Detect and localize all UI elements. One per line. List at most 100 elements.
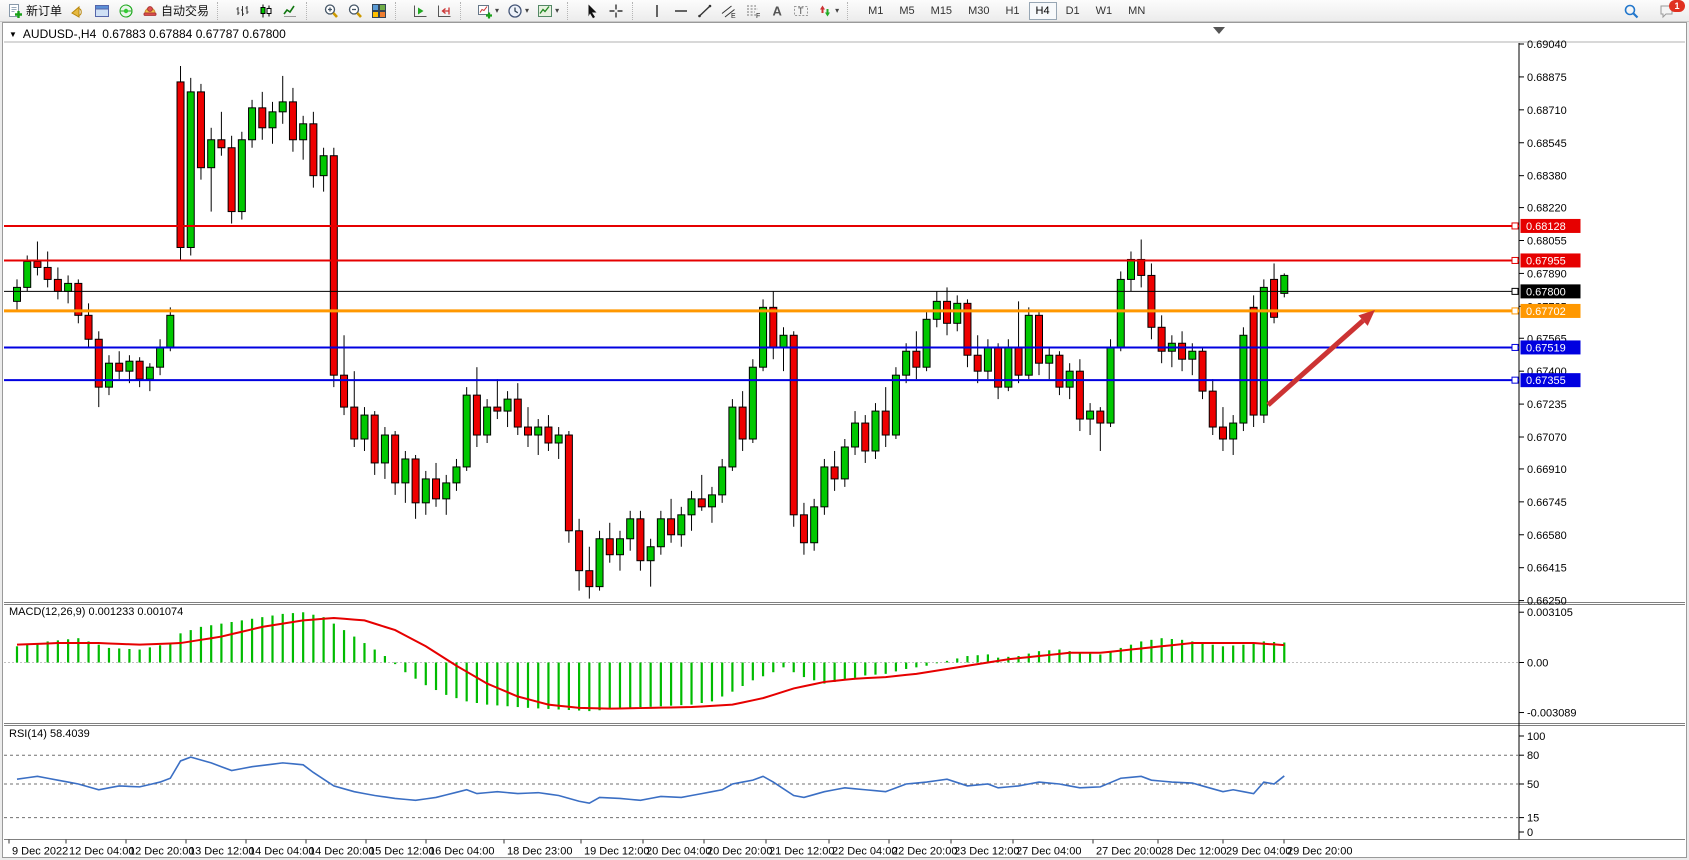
svg-text:0.67235: 0.67235 bbox=[1527, 399, 1567, 411]
periods-button[interactable]: ▾ bbox=[503, 0, 533, 22]
svg-text:0.68128: 0.68128 bbox=[1526, 221, 1566, 233]
timeframe-button-m5[interactable]: M5 bbox=[899, 4, 915, 17]
timeframe-button-h4[interactable]: H4 bbox=[1028, 1, 1057, 20]
toolbar-right: 1 bbox=[1619, 0, 1685, 22]
trendline-button[interactable] bbox=[693, 0, 717, 22]
svg-text:0.67355: 0.67355 bbox=[1526, 375, 1566, 387]
bear-candle bbox=[227, 147, 236, 213]
timeframe-button-m30[interactable]: M30 bbox=[968, 4, 990, 17]
bear-candle bbox=[1075, 370, 1084, 420]
bull-candle bbox=[1086, 410, 1095, 420]
vertical-line-button[interactable] bbox=[645, 0, 669, 22]
svg-text:29 Dec 04:00: 29 Dec 04:00 bbox=[1226, 846, 1291, 858]
svg-text:27 Dec 20:00: 27 Dec 20:00 bbox=[1096, 846, 1161, 858]
autotrading-button[interactable]: 自动交易 bbox=[138, 0, 213, 22]
channel-icon: E bbox=[721, 5, 736, 19]
bull-candle bbox=[1126, 258, 1135, 280]
svg-text:-0.003089: -0.003089 bbox=[1527, 708, 1577, 720]
bull-candle bbox=[462, 394, 471, 468]
terminal-button[interactable] bbox=[90, 0, 114, 22]
svg-text:0.003105: 0.003105 bbox=[1527, 607, 1573, 619]
bear-candle bbox=[585, 570, 594, 588]
bull-candle bbox=[646, 546, 655, 562]
equidistant-channel-button[interactable]: E bbox=[717, 0, 741, 22]
templates-button[interactable]: ▾ bbox=[533, 0, 563, 22]
zoom-out-button[interactable] bbox=[343, 0, 367, 22]
timeframe-button-d1[interactable]: D1 bbox=[1065, 4, 1080, 17]
bull-candle bbox=[104, 362, 113, 388]
svg-text:50: 50 bbox=[1527, 779, 1539, 791]
bull-candle bbox=[13, 286, 21, 302]
broadcast-button[interactable] bbox=[114, 0, 138, 22]
candlestick-button[interactable] bbox=[254, 0, 278, 22]
bull-candle bbox=[953, 302, 962, 324]
fibonacci-button[interactable]: F bbox=[741, 0, 765, 22]
svg-text:27 Dec 04:00: 27 Dec 04:00 bbox=[1016, 846, 1081, 858]
bar-chart-button[interactable] bbox=[230, 0, 254, 22]
bear-candle bbox=[738, 406, 747, 440]
crosshair-icon bbox=[609, 4, 623, 17]
bear-candle bbox=[544, 426, 553, 444]
new-chart-button[interactable]: ▾ bbox=[473, 0, 503, 22]
svg-text:0.67519: 0.67519 bbox=[1526, 342, 1566, 354]
bull-candle bbox=[166, 314, 175, 348]
bull-candle bbox=[615, 538, 624, 556]
toolbar-separator bbox=[847, 1, 856, 20]
svg-text:0.68545: 0.68545 bbox=[1527, 138, 1567, 150]
svg-text:20 Dec 20:00: 20 Dec 20:00 bbox=[707, 846, 772, 858]
chart-shift-button[interactable] bbox=[432, 0, 456, 22]
bear-candle bbox=[74, 282, 83, 316]
svg-text:0.66910: 0.66910 bbox=[1527, 464, 1567, 476]
timeframe-button-h1[interactable]: H1 bbox=[1005, 4, 1020, 17]
candles-series bbox=[13, 65, 1289, 599]
chart-ohlc-values: 0.67883 0.67884 0.67787 0.67800 bbox=[102, 27, 286, 41]
new-order-button[interactable]: 新订单 bbox=[3, 0, 66, 22]
cursor-icon bbox=[588, 4, 597, 18]
search-button[interactable] bbox=[1619, 0, 1643, 22]
bear-candle bbox=[861, 422, 870, 452]
auto-scroll-button[interactable] bbox=[408, 0, 432, 22]
timeframe-button-m1[interactable]: M1 bbox=[868, 4, 884, 17]
horizontal-line-button[interactable] bbox=[669, 0, 693, 22]
chart-menu-icon[interactable]: ▼ bbox=[9, 29, 17, 39]
bear-candle bbox=[411, 458, 420, 504]
tile-windows-button[interactable] bbox=[367, 0, 391, 22]
bar-chart-icon bbox=[236, 5, 249, 16]
timeframe-button-m15[interactable]: M15 bbox=[930, 4, 953, 17]
bear-candle bbox=[636, 518, 645, 562]
bull-candle bbox=[299, 123, 308, 141]
timeframe-button-mn[interactable]: MN bbox=[1128, 4, 1146, 17]
bull-candle bbox=[1106, 346, 1115, 424]
bull-candle bbox=[23, 260, 32, 288]
bear-candle bbox=[33, 260, 42, 268]
bull-candle bbox=[125, 360, 134, 372]
cursor-button[interactable] bbox=[580, 0, 604, 22]
bull-candle bbox=[248, 107, 257, 141]
alerts-button[interactable] bbox=[66, 0, 90, 22]
search-icon bbox=[1624, 4, 1639, 19]
bear-candle bbox=[432, 478, 441, 500]
crosshair-button[interactable] bbox=[604, 0, 628, 22]
text-button[interactable]: A bbox=[765, 0, 789, 22]
bear-candle bbox=[524, 426, 532, 436]
chart-shift-marker[interactable] bbox=[1213, 27, 1225, 34]
zoom-in-button[interactable] bbox=[319, 0, 343, 22]
chart-window[interactable]: ▼ AUDUSD-,H4 0.67883 0.67884 0.67787 0.6… bbox=[2, 22, 1687, 858]
bull-candle bbox=[207, 139, 216, 169]
macd-indicator-label: MACD(12,26,9) 0.001233 0.001074 bbox=[9, 606, 184, 618]
globe-icon bbox=[119, 4, 133, 17]
chart-canvas[interactable]: 0.69040 0.68875 0.68710 0.68545 0.68380 0.682… bbox=[3, 23, 1686, 857]
notifications-button[interactable]: 1 bbox=[1653, 0, 1685, 21]
text-label-button[interactable]: T bbox=[789, 0, 813, 22]
bull-candle bbox=[1229, 422, 1238, 440]
bear-candle bbox=[472, 394, 481, 436]
chevron-down-icon: ▾ bbox=[555, 6, 560, 15]
trend-arrow-annotation[interactable] bbox=[1266, 310, 1375, 407]
bull-candle bbox=[748, 366, 757, 440]
bull-candle bbox=[779, 334, 788, 348]
arrows-button[interactable]: ▾ bbox=[813, 0, 843, 22]
line-chart-button[interactable] bbox=[278, 0, 302, 22]
chevron-down-icon: ▾ bbox=[495, 6, 500, 15]
timeframe-button-w1[interactable]: W1 bbox=[1095, 4, 1113, 17]
